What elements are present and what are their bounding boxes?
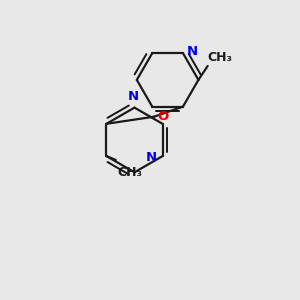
- Text: N: N: [128, 90, 139, 103]
- Text: O: O: [158, 110, 169, 123]
- Text: CH₃: CH₃: [208, 51, 233, 64]
- Text: N: N: [146, 151, 157, 164]
- Text: N: N: [187, 45, 198, 58]
- Text: CH₃: CH₃: [117, 166, 142, 179]
